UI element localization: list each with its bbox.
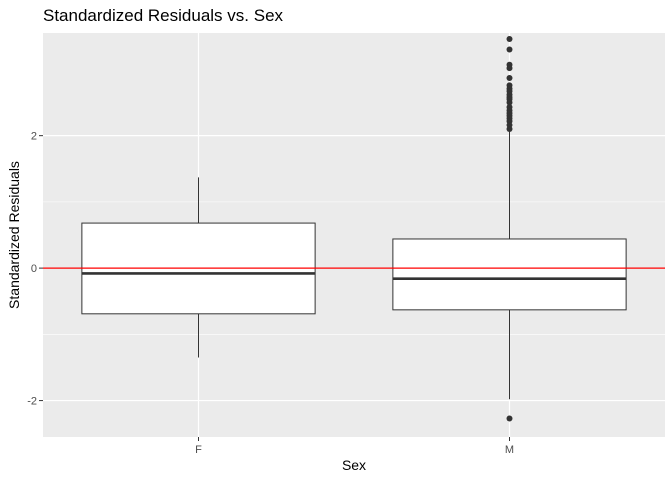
boxplot-m (392, 35, 627, 422)
outlier-point (506, 65, 513, 72)
y-tick-label: -2 (27, 396, 37, 408)
box-layer (43, 35, 665, 422)
y-tick-label: 2 (31, 131, 37, 143)
y-axis-label: Standardized Residuals (6, 161, 22, 309)
x-axis-label: Sex (342, 457, 366, 473)
x-tick-label: M (505, 444, 514, 456)
box-iqr (392, 238, 627, 311)
outlier-point (506, 35, 513, 42)
outlier-point (506, 75, 513, 82)
outlier-point (506, 99, 513, 106)
chart-title: Standardized Residuals vs. Sex (43, 6, 284, 25)
outlier-point (506, 46, 513, 53)
outlier-point (506, 415, 513, 422)
x-tick-label: F (195, 444, 202, 456)
y-tick-label: 0 (31, 263, 37, 275)
axis-layer: -2 0 2 F M (27, 131, 514, 456)
outlier-point (506, 126, 513, 133)
